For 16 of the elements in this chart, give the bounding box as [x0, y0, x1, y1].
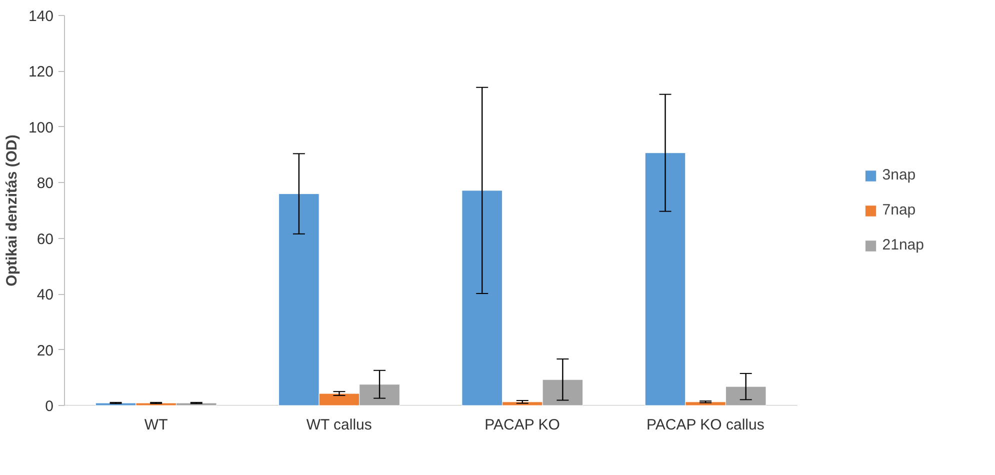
- legend-label: 3nap: [882, 166, 916, 184]
- y-tick-label: 0: [45, 398, 54, 415]
- legend-label: 21nap: [882, 236, 924, 254]
- y-tick-label: 60: [36, 230, 54, 248]
- x-tick-label: PACAP KO callus: [646, 416, 764, 434]
- y-axis-title: Optikai denzitás (OD): [3, 134, 20, 286]
- y-tick-label: 40: [36, 286, 54, 304]
- y-tick-label: 120: [28, 64, 54, 81]
- y-tick-label: 100: [28, 119, 54, 136]
- x-tick-label: PACAP KO: [484, 416, 560, 434]
- y-tick-label: 20: [36, 342, 54, 360]
- x-tick-label: WT: [144, 416, 168, 434]
- x-tick-label: WT callus: [306, 416, 372, 434]
- y-tick-label: 140: [28, 8, 54, 25]
- legend-label: 7nap: [882, 202, 916, 218]
- y-tick-label: 80: [36, 175, 54, 192]
